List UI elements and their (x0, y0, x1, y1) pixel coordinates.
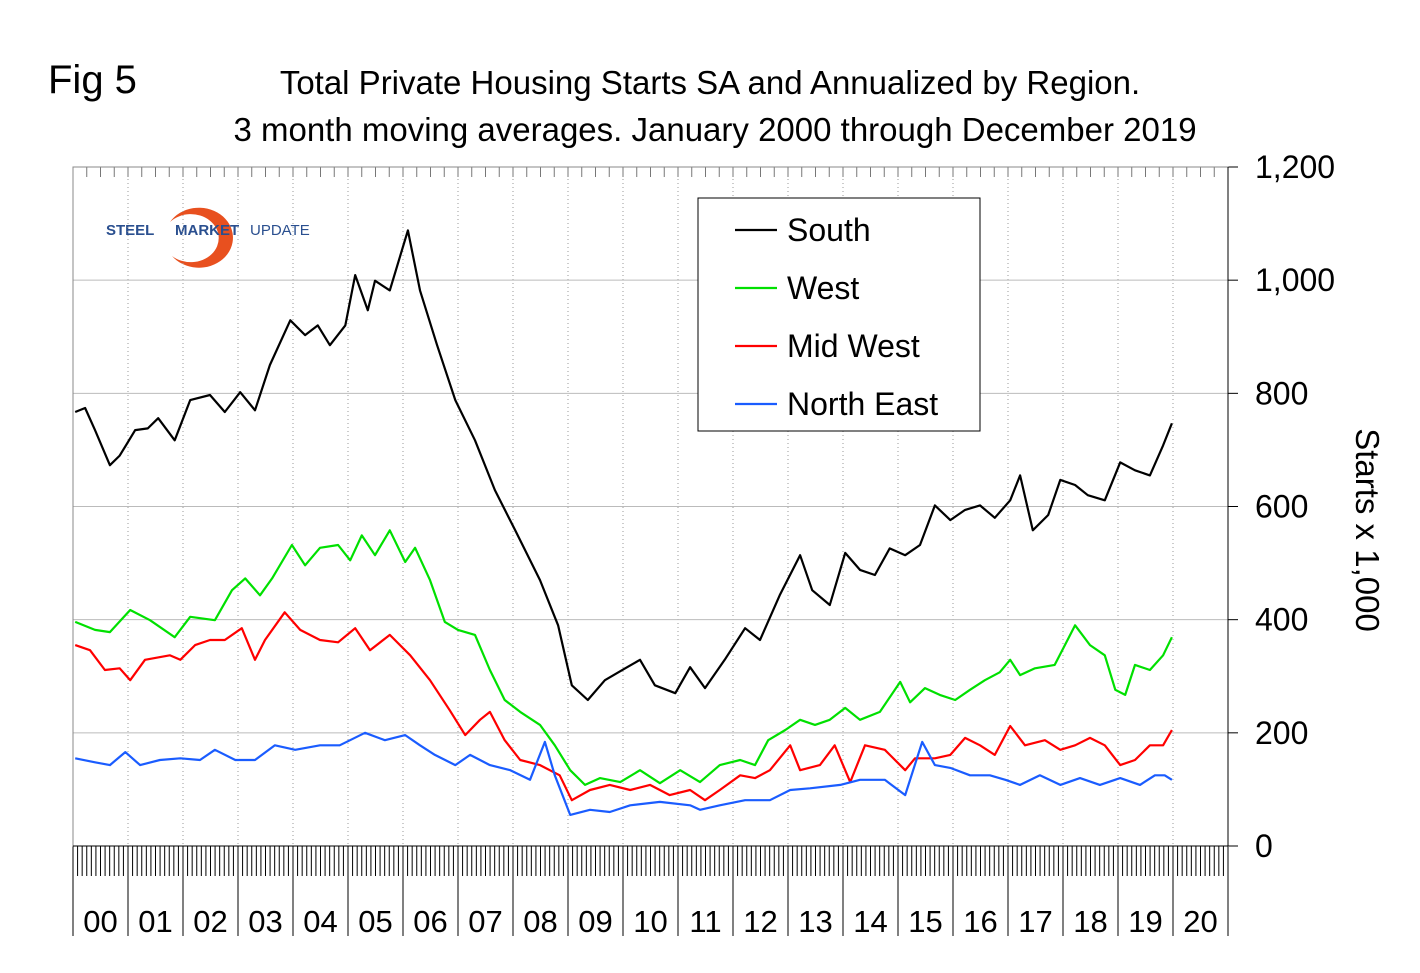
x-tick-label: 20 (1183, 904, 1217, 939)
y-axis-label: Starts x 1,000 (1349, 428, 1386, 632)
legend-label: North East (787, 386, 938, 422)
x-tick-label: 04 (303, 904, 337, 939)
x-tick-label: 15 (908, 904, 942, 939)
x-tick-label: 14 (853, 904, 887, 939)
y-tick-label: 1,200 (1255, 149, 1335, 185)
x-tick-label: 05 (358, 904, 392, 939)
x-tick-label: 03 (248, 904, 282, 939)
x-tick-label: 16 (963, 904, 997, 939)
series-line (74, 731, 1173, 816)
logo-word: MARKET (175, 222, 239, 239)
legend-label: Mid West (787, 328, 920, 364)
legend-label: South (787, 212, 871, 248)
figure-label: Fig 5 (48, 58, 137, 102)
x-tick-label: 10 (633, 904, 667, 939)
x-tick-label: 08 (523, 904, 557, 939)
x-tick-label: 19 (1128, 904, 1162, 939)
series-line (74, 529, 1173, 786)
x-tick-label: 18 (1073, 904, 1107, 939)
x-tick-label: 09 (578, 904, 612, 939)
series-line (74, 229, 1173, 702)
chart-subtitle: 3 month moving averages. January 2000 th… (233, 111, 1196, 148)
logo-word: UPDATE (250, 222, 310, 239)
logo-word: STEEL (106, 222, 154, 239)
legend-label: West (787, 270, 859, 306)
x-tick-label: 01 (138, 904, 172, 939)
series-line (74, 611, 1173, 802)
y-tick-label: 1,000 (1255, 262, 1335, 298)
chart-title: Total Private Housing Starts SA and Annu… (280, 64, 1140, 101)
x-tick-label: 12 (743, 904, 777, 939)
x-tick-label: 11 (689, 904, 721, 939)
y-tick-label: 800 (1255, 375, 1308, 411)
x-tick-label: 17 (1018, 904, 1052, 939)
logo-swoosh (170, 207, 233, 268)
x-tick-label: 07 (468, 904, 502, 939)
y-tick-label: 0 (1255, 828, 1273, 864)
x-tick-label: 13 (798, 904, 832, 939)
y-tick-label: 200 (1255, 715, 1308, 751)
legend-box (697, 197, 981, 432)
x-tick-label: 00 (83, 904, 117, 939)
legend: South West Mid West North East (697, 197, 981, 432)
y-tick-label: 400 (1255, 602, 1308, 638)
y-tick-label: 600 (1255, 489, 1308, 525)
x-tick-label: 06 (413, 904, 447, 939)
x-tick-label: 02 (193, 904, 227, 939)
logo: STEEL MARKET UPDATE (106, 207, 310, 268)
